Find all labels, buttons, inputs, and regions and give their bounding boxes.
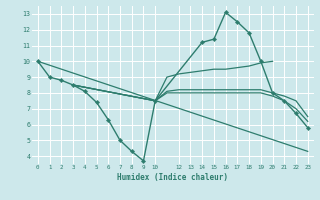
X-axis label: Humidex (Indice chaleur): Humidex (Indice chaleur) — [117, 173, 228, 182]
